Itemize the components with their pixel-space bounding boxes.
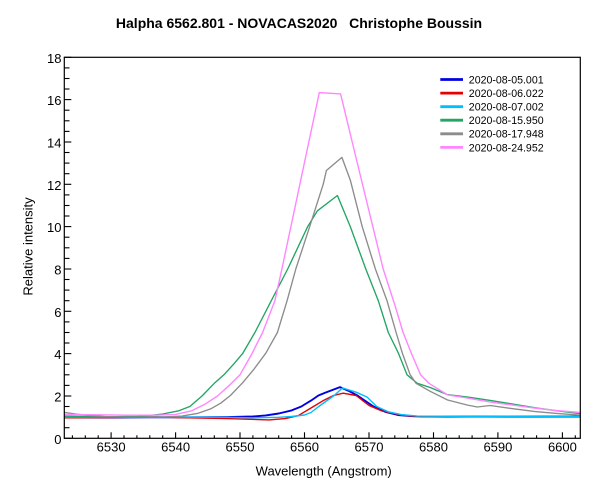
svg-text:Halpha 6562.801 - NOVACAS2020: Halpha 6562.801 - NOVACAS2020 Christophe… bbox=[116, 15, 482, 31]
svg-text:2020-08-06.022: 2020-08-06.022 bbox=[469, 88, 544, 100]
svg-text:8: 8 bbox=[54, 263, 61, 278]
svg-text:6580: 6580 bbox=[419, 439, 448, 454]
svg-text:6530: 6530 bbox=[97, 439, 126, 454]
svg-text:6570: 6570 bbox=[355, 439, 384, 454]
svg-text:6560: 6560 bbox=[290, 439, 319, 454]
svg-text:2020-08-24.952: 2020-08-24.952 bbox=[469, 142, 544, 154]
svg-text:6590: 6590 bbox=[483, 439, 512, 454]
svg-text:6550: 6550 bbox=[226, 439, 255, 454]
svg-text:2020-08-15.950: 2020-08-15.950 bbox=[469, 115, 544, 127]
svg-text:6: 6 bbox=[54, 305, 61, 320]
svg-text:10: 10 bbox=[47, 220, 61, 235]
svg-text:2: 2 bbox=[54, 390, 61, 405]
svg-text:Wavelength (Angstrom): Wavelength (Angstrom) bbox=[256, 463, 392, 478]
svg-text:14: 14 bbox=[47, 136, 61, 151]
svg-text:Relative intensity: Relative intensity bbox=[20, 197, 35, 296]
svg-text:6540: 6540 bbox=[161, 439, 190, 454]
svg-text:18: 18 bbox=[47, 51, 61, 66]
svg-text:2020-08-07.002: 2020-08-07.002 bbox=[469, 102, 544, 114]
svg-text:16: 16 bbox=[47, 93, 61, 108]
svg-text:2020-08-05.001: 2020-08-05.001 bbox=[469, 74, 544, 86]
svg-text:12: 12 bbox=[47, 178, 61, 193]
svg-text:2020-08-17.948: 2020-08-17.948 bbox=[469, 129, 544, 141]
svg-text:4: 4 bbox=[54, 347, 61, 362]
svg-text:6600: 6600 bbox=[548, 439, 577, 454]
svg-text:0: 0 bbox=[54, 432, 61, 447]
